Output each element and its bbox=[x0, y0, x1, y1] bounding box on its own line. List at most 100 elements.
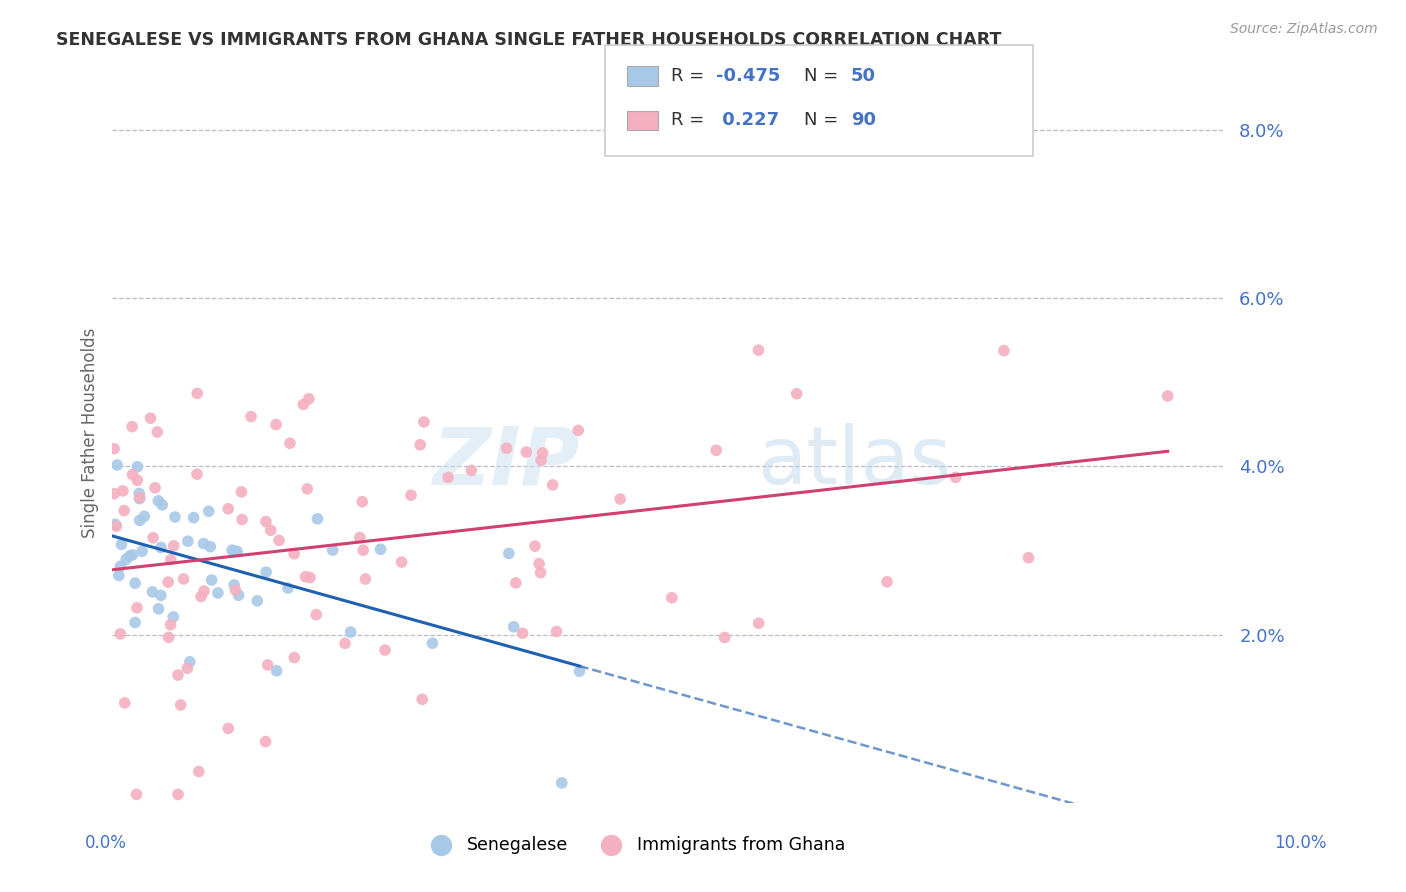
Point bbox=[193, 536, 215, 550]
Text: SENEGALESE VS IMMIGRANTS FROM GHANA SINGLE FATHER HOUSEHOLDS CORRELATION CHART: SENEGALESE VS IMMIGRANTS FROM GHANA SING… bbox=[56, 31, 1001, 49]
Point bbox=[298, 571, 321, 585]
Point bbox=[228, 588, 250, 602]
Point bbox=[183, 510, 205, 524]
Point bbox=[149, 589, 172, 603]
Text: Source: ZipAtlas.com: Source: ZipAtlas.com bbox=[1230, 22, 1378, 37]
Point bbox=[224, 583, 246, 598]
Point bbox=[187, 764, 209, 779]
Point bbox=[413, 415, 436, 429]
Point bbox=[159, 552, 181, 566]
Point bbox=[411, 692, 433, 706]
Point bbox=[186, 386, 208, 401]
Point bbox=[217, 722, 239, 736]
Point bbox=[131, 544, 153, 558]
Point bbox=[179, 655, 201, 669]
Point bbox=[142, 531, 165, 545]
Point bbox=[568, 664, 591, 678]
Point bbox=[305, 607, 328, 622]
Point bbox=[515, 445, 537, 459]
Point bbox=[134, 509, 156, 524]
Point bbox=[167, 668, 190, 682]
Point bbox=[256, 657, 278, 672]
Point bbox=[530, 453, 553, 467]
Point bbox=[139, 411, 162, 425]
Point bbox=[193, 584, 215, 599]
Point bbox=[149, 541, 172, 555]
Point bbox=[163, 510, 186, 524]
Point bbox=[391, 555, 413, 569]
Point bbox=[162, 610, 184, 624]
Text: ZIP: ZIP bbox=[432, 423, 579, 501]
Point bbox=[163, 539, 186, 553]
Point bbox=[104, 517, 127, 532]
Point bbox=[264, 417, 287, 432]
Point bbox=[103, 486, 125, 500]
Text: N =: N = bbox=[804, 112, 844, 129]
Point bbox=[240, 409, 263, 424]
Point bbox=[713, 631, 735, 645]
Text: -0.475: -0.475 bbox=[716, 67, 780, 85]
Point bbox=[661, 591, 683, 605]
Point bbox=[254, 515, 277, 529]
Point bbox=[224, 545, 246, 559]
Point bbox=[260, 523, 283, 537]
Point bbox=[217, 501, 239, 516]
Point bbox=[128, 491, 150, 506]
Point bbox=[150, 498, 173, 512]
Point bbox=[352, 494, 374, 508]
Point bbox=[121, 419, 143, 434]
Point bbox=[226, 544, 249, 558]
Text: R =: R = bbox=[671, 112, 710, 129]
Point bbox=[786, 386, 808, 401]
Point bbox=[110, 627, 132, 641]
Point bbox=[277, 581, 299, 595]
Point bbox=[110, 559, 132, 574]
Point bbox=[231, 512, 253, 526]
Text: 50: 50 bbox=[851, 67, 876, 85]
Point bbox=[105, 519, 128, 533]
Point bbox=[221, 543, 243, 558]
Text: 0.227: 0.227 bbox=[716, 112, 779, 129]
Point bbox=[298, 392, 321, 406]
Point bbox=[176, 661, 198, 675]
Point bbox=[546, 624, 568, 639]
Point bbox=[551, 776, 574, 790]
Point bbox=[121, 548, 143, 562]
Point bbox=[148, 493, 170, 508]
Point bbox=[567, 424, 589, 438]
Text: 10.0%: 10.0% bbox=[1274, 834, 1327, 852]
Point bbox=[609, 491, 631, 506]
Point bbox=[254, 734, 277, 748]
Point bbox=[333, 636, 356, 650]
Point bbox=[529, 566, 551, 580]
Point bbox=[292, 397, 315, 411]
Point bbox=[523, 539, 546, 553]
Point bbox=[197, 504, 219, 518]
Point bbox=[267, 533, 290, 548]
Y-axis label: Single Father Households: Single Father Households bbox=[80, 327, 98, 538]
Point bbox=[512, 626, 534, 640]
Point bbox=[498, 546, 520, 560]
Point bbox=[173, 572, 195, 586]
Point bbox=[748, 616, 770, 631]
Point bbox=[354, 572, 377, 586]
Legend: Senegalese, Immigrants from Ghana: Senegalese, Immigrants from Ghana bbox=[416, 829, 852, 861]
Point bbox=[747, 343, 769, 358]
Point bbox=[105, 458, 128, 472]
Point bbox=[283, 650, 305, 665]
Point bbox=[945, 470, 967, 484]
Point bbox=[141, 585, 163, 599]
Point bbox=[118, 549, 141, 563]
Point bbox=[157, 575, 180, 590]
Point bbox=[246, 594, 269, 608]
Point bbox=[527, 557, 550, 571]
Point bbox=[231, 484, 253, 499]
Point bbox=[531, 446, 554, 460]
Point bbox=[157, 630, 180, 644]
Point bbox=[541, 478, 564, 492]
Point bbox=[103, 442, 125, 456]
Point bbox=[128, 486, 150, 500]
Point bbox=[399, 488, 422, 502]
Text: N =: N = bbox=[804, 67, 844, 85]
Point bbox=[704, 443, 727, 458]
